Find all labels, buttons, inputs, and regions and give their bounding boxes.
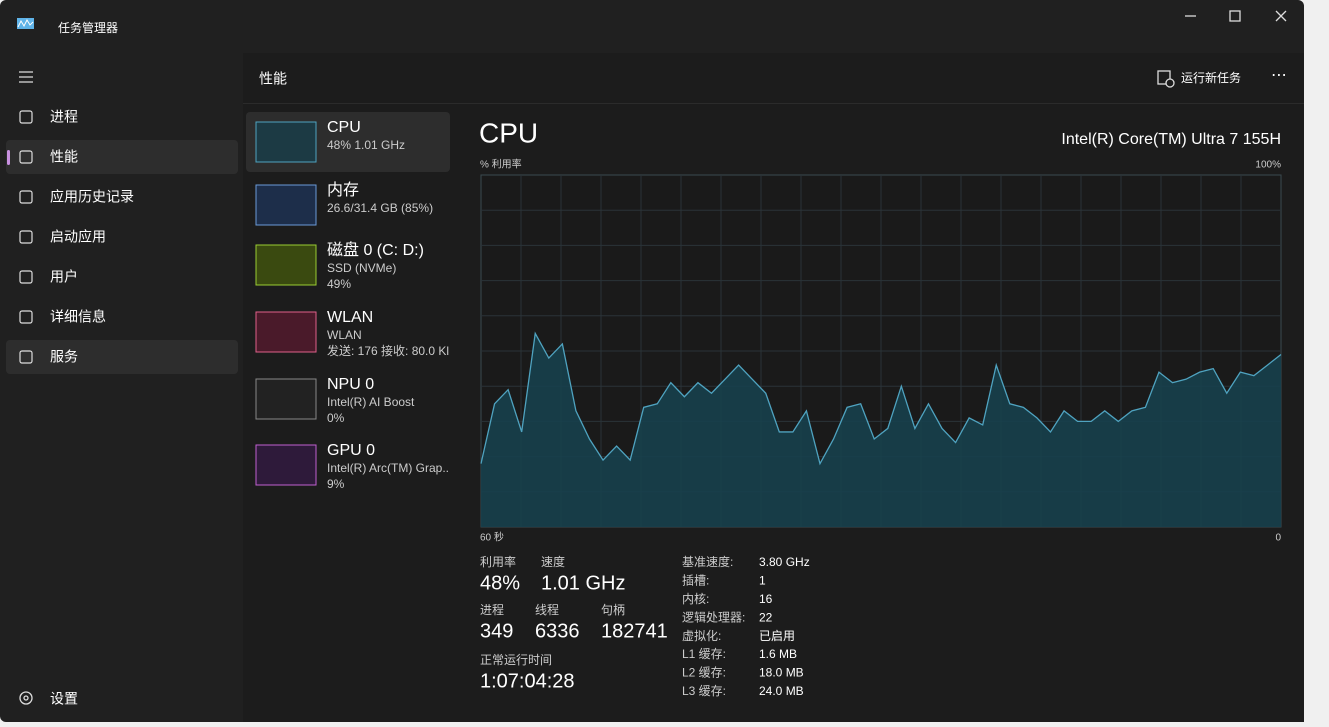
nav-hover [6,340,238,374]
spec-value: 1.6 MB [759,647,797,661]
nav-item[interactable]: 进程 [50,109,78,125]
device-thumbnail [255,244,317,286]
device-thumbnail [255,311,317,353]
spec-label: L3 缓存: [682,684,726,698]
stat-value: 6336 [535,620,580,642]
nav-item[interactable]: 性能 [50,149,78,165]
stat-value: 48% [480,572,520,594]
spec-label: 逻辑处理器: [682,610,745,624]
device-name[interactable]: 磁盘 0 (C: D:) [327,240,424,259]
spec-label: 内核: [682,592,709,606]
x-right-label: 0 [1275,533,1281,544]
page-header: 性能 [259,71,287,87]
device-detail: 9% [327,477,345,491]
device-name[interactable]: 内存 [327,181,359,199]
stat-value: 349 [480,620,513,642]
nav-item[interactable]: 服务 [50,349,78,365]
stat-value: 182741 [601,620,668,642]
y-label: % 利用率 [480,158,522,171]
window-controls[interactable] [1185,10,1287,22]
spec-value: 已启用 [759,629,795,643]
nav-icon [19,230,33,244]
device-detail: 0% [327,411,345,425]
spec-label: 插槽: [682,574,709,588]
nav-accent [7,150,10,165]
device-name[interactable]: WLAN [327,309,373,326]
nav-item[interactable]: 用户 [50,269,78,285]
nav-icon [19,110,33,124]
spec-value: 22 [759,610,773,624]
nav-icon [19,150,33,164]
spec-value: 1 [759,574,766,588]
run-task-icon[interactable] [1157,70,1175,88]
divider [243,103,1304,104]
nav-item[interactable]: 详细信息 [50,309,106,325]
nav-icon [19,310,33,324]
device-thumbnail [255,184,317,226]
x-left-label: 60 秒 [480,531,504,544]
device-detail: 49% [327,277,351,291]
menu-button[interactable] [19,71,33,83]
device-detail: Intel(R) Arc(TM) Grap.. [327,461,449,475]
more-button[interactable]: ⋯ [1271,67,1287,84]
stat-label: 线程 [535,602,559,617]
app-icon [17,18,34,29]
spec-value: 18.0 MB [759,666,804,680]
device-name[interactable]: CPU [327,119,361,136]
run-task-button[interactable]: 运行新任务 [1181,70,1241,85]
spec-value: 24.0 MB [759,684,804,698]
nav-icon [19,190,33,204]
stat-value: 1.01 GHz [541,572,625,594]
spec-value: 16 [759,592,773,606]
device-detail: 48% 1.01 GHz [327,138,405,152]
spec-label: L1 缓存: [682,647,726,661]
stat-value: 1:07:04:28 [480,670,575,692]
device-thumbnail [255,378,317,420]
detail-title: CPU [479,117,538,148]
stat-label: 句柄 [601,603,625,617]
window-title: 任务管理器 [58,20,118,35]
cpu-model: Intel(R) Core(TM) Ultra 7 155H [1061,131,1281,148]
settings-icon[interactable] [19,691,33,705]
device-thumbnail [255,444,317,486]
nav-item[interactable]: 应用历史记录 [50,189,134,205]
spec-value: 3.80 GHz [759,555,810,569]
device-name[interactable]: GPU 0 [327,442,375,459]
device-detail: SSD (NVMe) [327,261,396,275]
device-detail: Intel(R) AI Boost [327,395,415,409]
device-detail: WLAN [327,328,362,342]
nav-selected [6,140,238,174]
cpu-line [480,331,1282,466]
device-thumbnail [255,121,317,163]
device-detail: 26.6/31.4 GB (85%) [327,201,433,215]
nav-icon [19,350,33,364]
spec-label: L2 缓存: [682,666,726,680]
nav-item[interactable]: 启动应用 [50,229,106,245]
spec-label: 虚拟化: [682,629,721,643]
device-name[interactable]: NPU 0 [327,376,374,393]
cpu-area [481,333,1281,527]
y-max-label: 100% [1255,160,1281,171]
stat-label: 正常运行时间 [480,653,552,667]
device-detail: 发送: 176 接收: 80.0 Kl [327,343,449,358]
spec-label: 基准速度: [682,554,733,569]
stat-label: 速度 [541,554,565,569]
nav-icon [19,270,33,284]
stat-label: 利用率 [480,554,516,569]
settings[interactable]: 设置 [50,691,78,707]
stat-label: 进程 [480,602,504,617]
